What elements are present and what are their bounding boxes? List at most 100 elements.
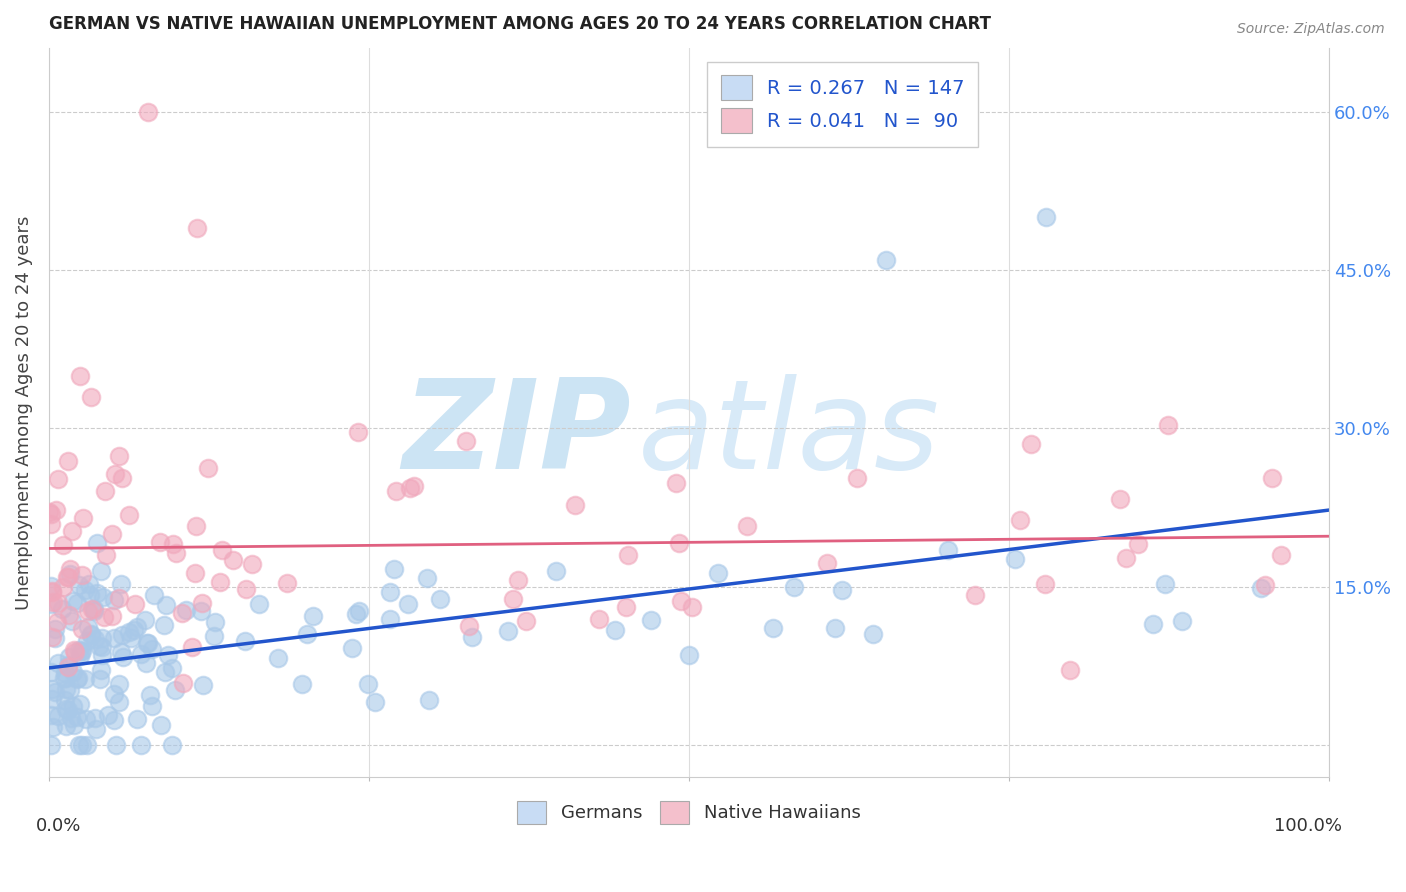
Point: [53, 665, 76, 680]
Point: [669, 594, 692, 608]
Point: [46, 656, 69, 670]
Point: [44, 684, 66, 698]
Point: [51, 602, 73, 616]
Point: [135, 636, 157, 650]
Point: [831, 582, 853, 597]
Point: [66, 596, 89, 610]
Point: [204, 615, 226, 629]
Point: [69, 368, 91, 383]
Point: [162, 537, 184, 551]
Point: [39, 516, 62, 531]
Point: [118, 624, 141, 639]
Point: [79, 588, 101, 602]
Point: [60, 711, 83, 725]
Point: [681, 599, 703, 614]
Point: [186, 519, 208, 533]
Point: [75, 583, 97, 598]
Point: [197, 460, 219, 475]
Point: [342, 640, 364, 655]
Point: [143, 588, 166, 602]
Point: [506, 573, 529, 587]
Point: [1270, 549, 1292, 563]
Text: atlas: atlas: [638, 374, 941, 495]
Point: [344, 607, 367, 621]
Point: [707, 566, 730, 580]
Point: [267, 651, 290, 665]
Point: [665, 475, 688, 490]
Point: [91, 648, 114, 662]
Point: [138, 104, 160, 119]
Point: [62, 699, 84, 714]
Point: [515, 614, 537, 628]
Point: [862, 626, 884, 640]
Point: [454, 434, 477, 448]
Point: [69, 644, 91, 658]
Point: [75, 712, 97, 726]
Point: [73, 672, 96, 686]
Point: [347, 604, 370, 618]
Point: [458, 619, 481, 633]
Point: [668, 536, 690, 550]
Point: [56, 703, 79, 717]
Point: [103, 631, 125, 645]
Point: [129, 648, 152, 662]
Point: [84, 711, 107, 725]
Point: [399, 481, 422, 495]
Point: [110, 644, 132, 658]
Point: [1033, 576, 1056, 591]
Point: [783, 581, 806, 595]
Point: [105, 738, 128, 752]
Point: [301, 608, 323, 623]
Text: Source: ZipAtlas.com: Source: ZipAtlas.com: [1237, 22, 1385, 37]
Point: [346, 425, 368, 439]
Point: [160, 660, 183, 674]
Point: [402, 478, 425, 492]
Point: [76, 633, 98, 648]
Point: [149, 718, 172, 732]
Point: [111, 471, 134, 485]
Point: [103, 593, 125, 607]
Point: [82, 602, 104, 616]
Point: [56, 658, 79, 673]
Point: [58, 570, 80, 584]
Point: [104, 467, 127, 481]
Point: [46, 615, 69, 629]
Point: [46, 596, 69, 610]
Point: [112, 649, 135, 664]
Point: [134, 613, 156, 627]
Legend: Germans, Native Hawaiians: Germans, Native Hawaiians: [509, 792, 869, 833]
Point: [297, 626, 319, 640]
Point: [1250, 581, 1272, 595]
Point: [69, 648, 91, 663]
Point: [72, 510, 94, 524]
Point: [83, 601, 105, 615]
Point: [108, 591, 131, 606]
Y-axis label: Unemployment Among Ages 20 to 24 years: Unemployment Among Ages 20 to 24 years: [15, 215, 32, 610]
Text: GERMAN VS NATIVE HAWAIIAN UNEMPLOYMENT AMONG AGES 20 TO 24 YEARS CORRELATION CHA: GERMAN VS NATIVE HAWAIIAN UNEMPLOYMENT A…: [49, 15, 991, 33]
Point: [824, 621, 846, 635]
Point: [762, 621, 785, 635]
Point: [125, 620, 148, 634]
Point: [103, 713, 125, 727]
Point: [1019, 437, 1042, 451]
Point: [44, 622, 66, 636]
Text: ZIP: ZIP: [402, 374, 631, 495]
Point: [240, 557, 263, 571]
Point: [66, 672, 89, 686]
Text: 0.0%: 0.0%: [37, 817, 82, 835]
Point: [378, 585, 401, 599]
Point: [135, 657, 157, 671]
Point: [94, 548, 117, 562]
Point: [163, 683, 186, 698]
Point: [58, 660, 80, 674]
Point: [1142, 617, 1164, 632]
Point: [90, 564, 112, 578]
Point: [70, 644, 93, 658]
Point: [276, 576, 298, 591]
Point: [963, 588, 986, 602]
Point: [678, 648, 700, 662]
Point: [55, 671, 77, 685]
Point: [1157, 418, 1180, 433]
Point: [429, 592, 451, 607]
Point: [396, 598, 419, 612]
